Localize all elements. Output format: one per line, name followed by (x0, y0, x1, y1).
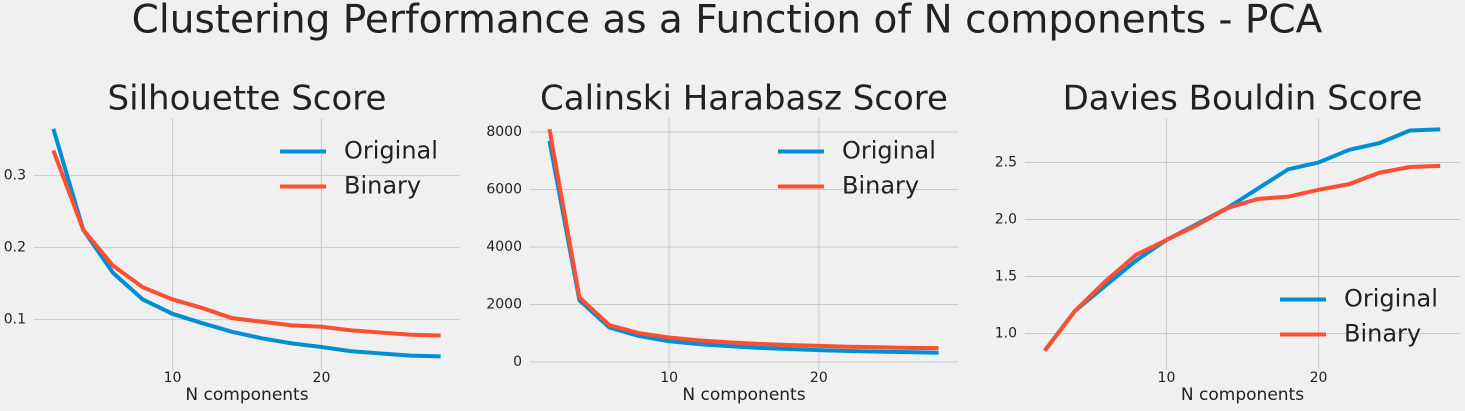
y-tick-label: 1.5 (995, 268, 1017, 284)
y-tick-label: 2.5 (995, 154, 1017, 170)
x-axis-label: N components (682, 385, 805, 405)
y-tick-label: 8000 (486, 124, 522, 140)
y-tick-label: 6000 (486, 182, 522, 198)
figure-title: Clustering Performance as a Function of … (132, 0, 1323, 43)
y-tick-label: 0.1 (4, 312, 26, 328)
chart-title: Silhouette Score (108, 79, 387, 119)
x-tick-label: 10 (660, 370, 678, 386)
chart-title: Davies Bouldin Score (1063, 79, 1423, 119)
chart-title: Calinski Harabasz Score (540, 79, 948, 119)
x-axis-label: N components (185, 385, 308, 405)
x-tick-label: 10 (1158, 370, 1176, 386)
y-tick-label: 2.0 (995, 211, 1017, 227)
legend-label: Binary (344, 172, 421, 200)
legend-label: Original (1344, 285, 1438, 313)
legend-label: Original (344, 137, 438, 165)
y-tick-label: 2000 (486, 296, 522, 312)
series-line (1043, 163, 1441, 352)
x-axis-label: N components (1181, 385, 1304, 405)
y-tick-label: 4000 (486, 239, 522, 255)
series-line (51, 149, 441, 338)
series-line (51, 128, 441, 359)
series-line (1043, 127, 1441, 352)
legend-label: Binary (842, 172, 919, 200)
legend-label: Binary (1344, 320, 1421, 348)
series-line (547, 140, 939, 355)
x-tick-label: 20 (1310, 370, 1328, 386)
x-tick-label: 10 (164, 370, 182, 386)
y-tick-label: 1.0 (995, 326, 1017, 342)
y-tick-label: 0 (513, 354, 522, 370)
y-tick-label: 0.2 (4, 240, 26, 256)
legend-label: Original (842, 137, 936, 165)
series-line (547, 128, 939, 351)
y-tick-label: 0.3 (4, 168, 26, 184)
x-tick-label: 20 (313, 370, 331, 386)
x-tick-label: 20 (810, 370, 828, 386)
